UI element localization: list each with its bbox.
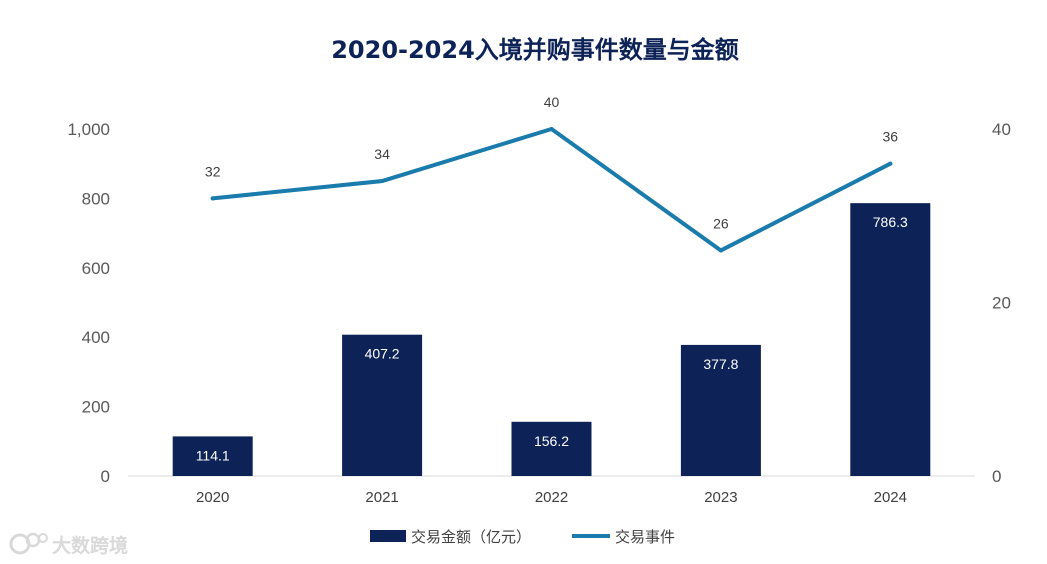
- legend-swatch-bar: [370, 530, 406, 542]
- line-point-label: 32: [205, 163, 221, 179]
- x-tick-label: 2020: [196, 489, 229, 506]
- right-axis: 0 20 40: [992, 120, 1011, 486]
- left-tick-label: 200: [82, 398, 110, 417]
- bar-label: 377.8: [703, 356, 738, 372]
- bar-label: 114.1: [196, 447, 230, 463]
- line-point-label: 26: [713, 215, 729, 231]
- line-point-label: 36: [883, 129, 899, 145]
- x-axis: 2020 2021 2022 2023 2024: [196, 489, 907, 506]
- bar: [511, 421, 592, 476]
- legend: 交易金额（亿元） 交易事件: [370, 528, 675, 546]
- bar-label: 786.3: [873, 214, 908, 230]
- line-point-label: 40: [544, 94, 560, 110]
- line-point: [549, 127, 554, 131]
- legend-item-line[interactable]: 交易事件: [572, 528, 675, 546]
- bar: [342, 334, 423, 476]
- bar-series: 114.1 407.2 156.2 377.8 786.3: [172, 203, 931, 476]
- x-tick-label: 2024: [874, 489, 907, 506]
- left-tick-label: 400: [82, 328, 110, 347]
- left-axis: 0 200 400 600 800 1,000: [67, 120, 110, 486]
- left-tick-label: 800: [82, 189, 110, 208]
- legend-item-bar[interactable]: 交易金额（亿元）: [370, 528, 531, 546]
- left-tick-label: 600: [82, 259, 110, 278]
- legend-label-bar: 交易金额（亿元）: [411, 528, 531, 546]
- bar: [850, 203, 931, 476]
- dashuju-logo-icon: [9, 532, 48, 555]
- bar: [680, 344, 761, 476]
- line-path: [210, 127, 893, 253]
- watermark: 大数跨境: [9, 532, 128, 557]
- line-point: [380, 179, 385, 184]
- left-tick-label: 1,000: [67, 120, 110, 139]
- line-point: [888, 161, 893, 166]
- legend-label-line: 交易事件: [615, 528, 675, 546]
- line-point: [718, 248, 723, 253]
- x-tick-label: 2023: [704, 489, 737, 506]
- line-point-label: 34: [374, 146, 390, 162]
- right-tick-label: 20: [992, 294, 1011, 313]
- chart-title: 2020-2024入境并购事件数量与金额: [331, 36, 739, 64]
- watermark-text: 大数跨境: [52, 534, 128, 557]
- bar-label: 156.2: [534, 433, 569, 449]
- right-tick-label: 40: [992, 120, 1011, 139]
- left-tick-label: 0: [101, 467, 110, 486]
- line-point: [210, 196, 215, 201]
- x-tick-label: 2021: [365, 489, 398, 506]
- x-tick-label: 2022: [535, 489, 568, 506]
- bar-label: 407.2: [365, 346, 400, 362]
- bar: [172, 436, 253, 476]
- right-tick-label: 0: [992, 467, 1001, 486]
- line-series: 32 34 40 26 36: [205, 94, 899, 253]
